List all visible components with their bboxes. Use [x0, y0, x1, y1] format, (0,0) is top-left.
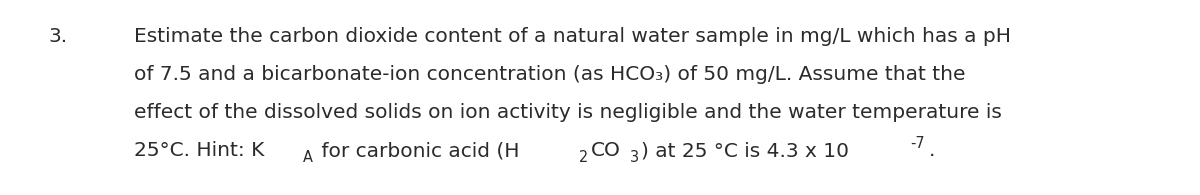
Text: of 7.5 and a bicarbonate-ion concentration (as HCO₃) of 50 mg/L. Assume that the: of 7.5 and a bicarbonate-ion concentrati… — [134, 66, 966, 84]
Text: 3.: 3. — [48, 27, 67, 46]
Text: effect of the dissolved solids on ion activity is negligible and the water tempe: effect of the dissolved solids on ion ac… — [134, 104, 1002, 122]
Text: -7: -7 — [910, 136, 924, 151]
Text: Estimate the carbon dioxide content of a natural water sample in mg/L which has : Estimate the carbon dioxide content of a… — [134, 27, 1012, 46]
Text: for carbonic acid (H: for carbonic acid (H — [316, 142, 520, 160]
Text: A: A — [302, 150, 312, 165]
Text: 3: 3 — [630, 150, 638, 165]
Text: 2: 2 — [580, 150, 588, 165]
Text: CO: CO — [592, 142, 622, 160]
Text: 25°C. Hint: K: 25°C. Hint: K — [134, 142, 265, 160]
Text: .: . — [929, 142, 935, 160]
Text: ) at 25 °C is 4.3 x 10: ) at 25 °C is 4.3 x 10 — [642, 142, 850, 160]
